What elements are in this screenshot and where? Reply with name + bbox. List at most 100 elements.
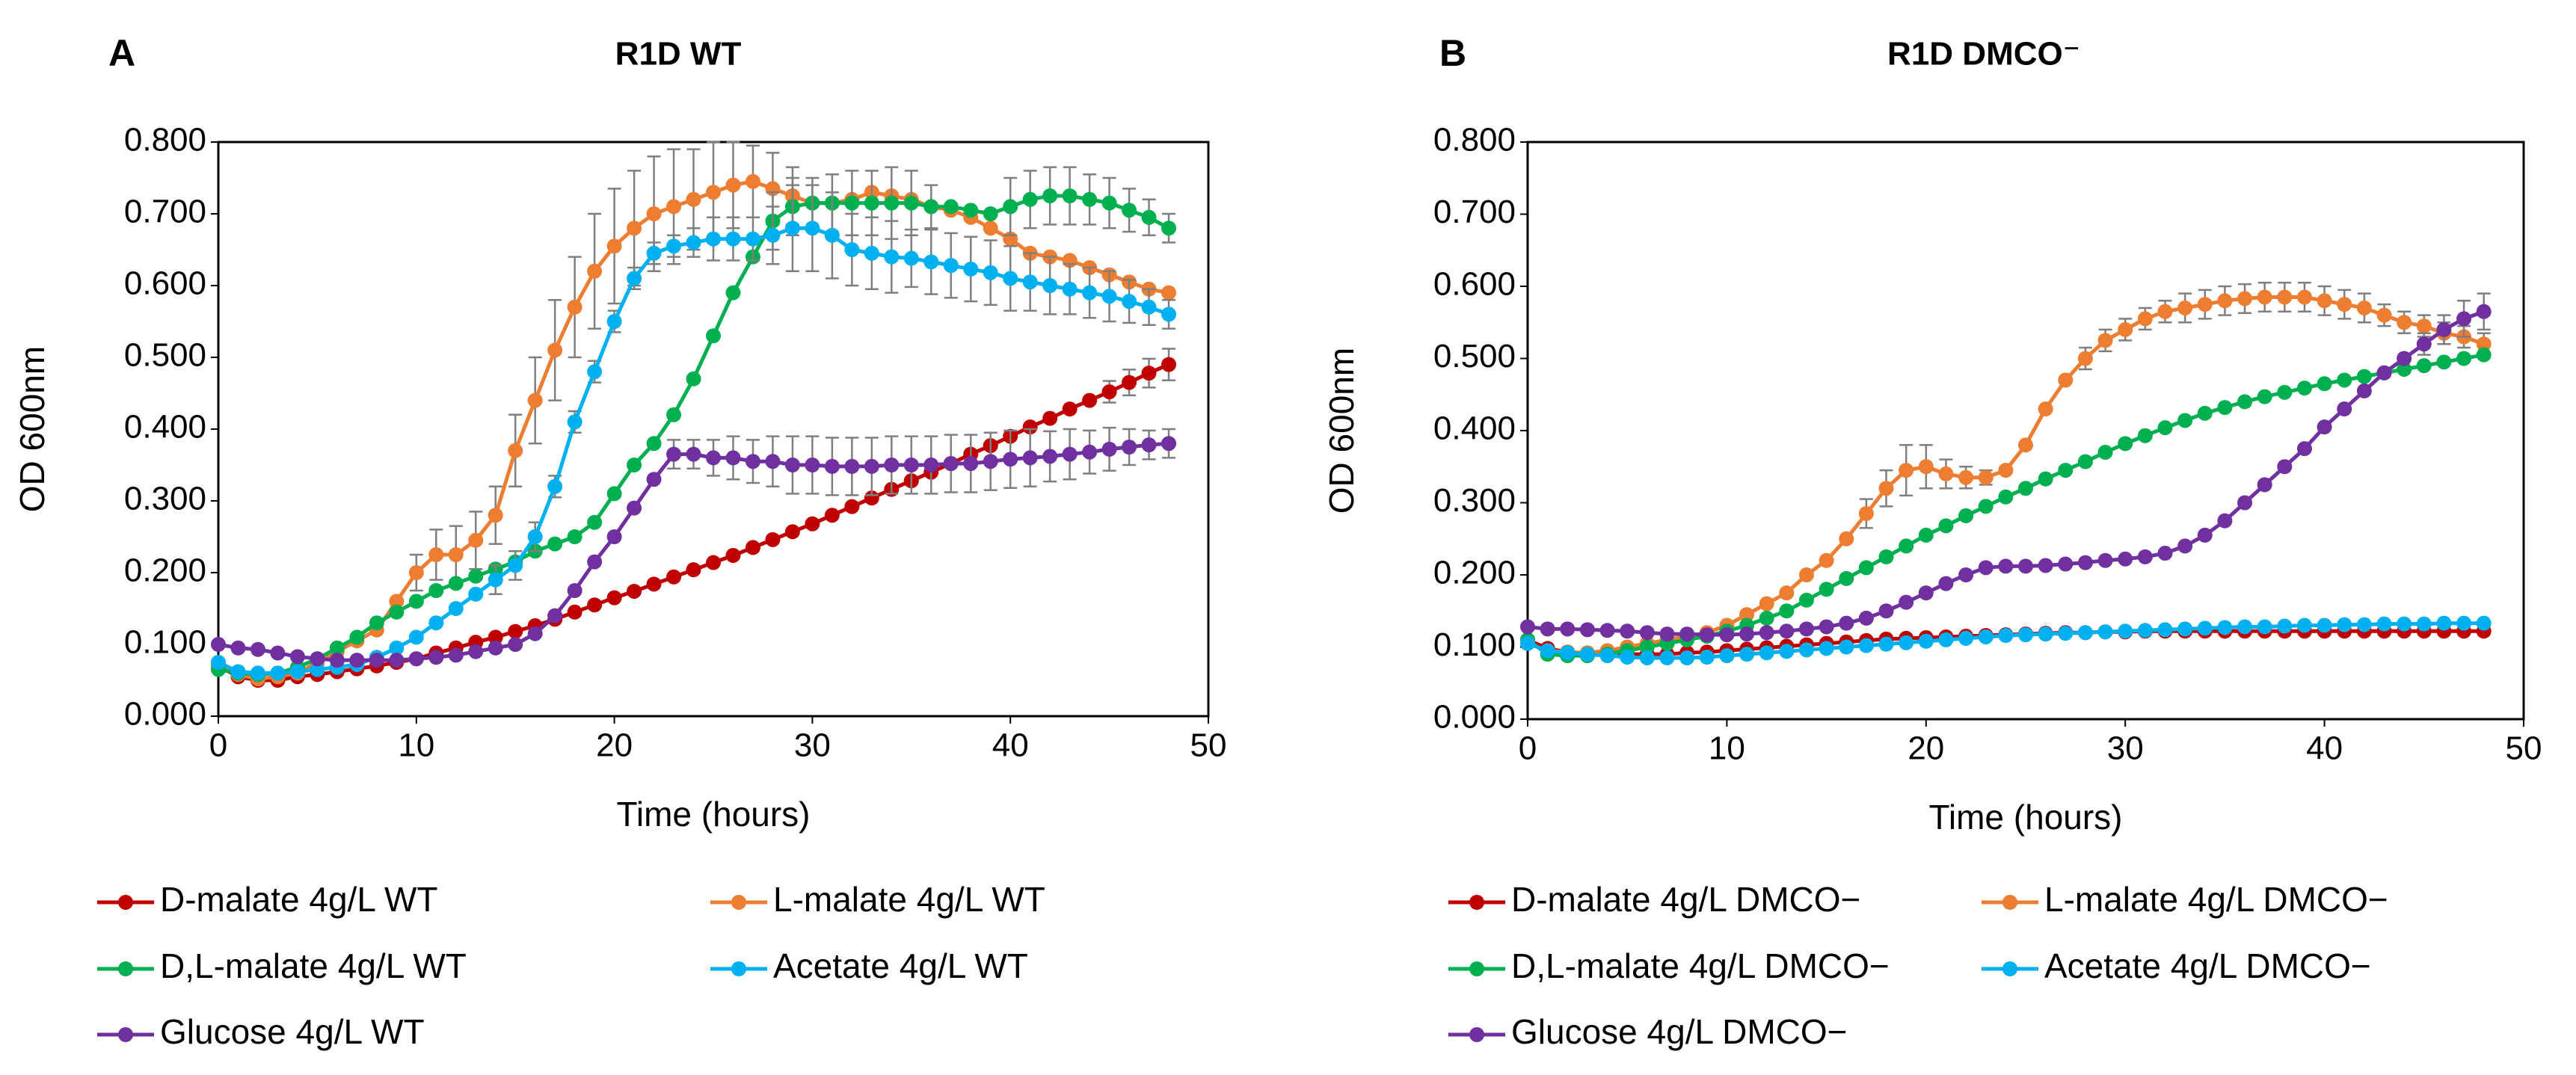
chart-title: R1D DMCO⁻ [1887, 36, 2080, 73]
data-point [1739, 607, 1755, 623]
data-point [349, 653, 365, 668]
data-point [1918, 459, 1934, 475]
data-point [1858, 638, 1874, 653]
data-point [1141, 366, 1157, 381]
y-tick-label: 0.700 [1433, 194, 1516, 230]
data-point [884, 458, 900, 472]
data-point [646, 206, 662, 221]
data-point [1819, 641, 1834, 656]
data-point [508, 623, 523, 639]
data-point [2118, 436, 2133, 452]
data-point [2317, 293, 2332, 309]
data-point [2157, 546, 2173, 561]
data-point [329, 640, 345, 656]
data-point [2277, 459, 2293, 475]
data-point [1122, 440, 1137, 455]
data-point [2356, 383, 2372, 398]
data-point [2296, 441, 2312, 457]
data-point [1878, 603, 1894, 619]
series-1 [211, 141, 1177, 687]
data-point [1798, 592, 1814, 608]
data-point [567, 529, 582, 544]
data-point [686, 371, 701, 386]
data-point [1878, 481, 1894, 496]
data-point [1042, 449, 1058, 464]
data-point [2137, 311, 2153, 327]
data-point [1819, 552, 1834, 568]
data-point [2356, 617, 2372, 632]
data-point [2217, 513, 2233, 529]
data-point [211, 655, 226, 670]
data-point [310, 662, 325, 677]
data-point [2376, 616, 2392, 632]
data-point [1938, 466, 1954, 481]
legend-item: D,L-malate 4g/L DMCO− [1448, 946, 1890, 985]
data-point [903, 458, 919, 472]
data-point [1798, 642, 1814, 658]
data-point [686, 191, 701, 207]
data-point [1679, 626, 1695, 642]
data-point [725, 231, 741, 247]
data-point [1122, 294, 1137, 309]
data-point [2018, 481, 2033, 496]
data-point [547, 342, 563, 358]
data-point [1620, 623, 1635, 639]
data-point [1899, 463, 1914, 478]
legend-item: L-malate 4g/L WT [710, 880, 1045, 919]
data-point [1938, 576, 1954, 591]
data-point [666, 407, 682, 422]
data-point [2257, 477, 2272, 493]
data-point [1579, 647, 1595, 662]
data-point [1101, 289, 1117, 304]
data-point [1141, 209, 1157, 225]
data-point [448, 601, 464, 616]
data-point [1998, 558, 2014, 574]
legend-label: Acetate 4g/L WT [773, 946, 1028, 985]
data-point [389, 640, 405, 656]
data-point [1918, 633, 1934, 649]
data-point [963, 456, 979, 472]
y-tick-label: 0.000 [1433, 699, 1516, 736]
data-point [2397, 351, 2412, 366]
data-point [527, 392, 543, 408]
data-point [2077, 351, 2093, 366]
data-point [2018, 558, 2033, 574]
data-point [963, 261, 979, 277]
data-point [2097, 444, 2113, 460]
legend-marker [2002, 895, 2017, 910]
legend-label: L-malate 4g/L WT [773, 880, 1045, 919]
series-line [218, 441, 1169, 662]
legend-item: Glucose 4g/L DMCO− [1448, 1012, 1848, 1051]
data-point [369, 615, 384, 631]
data-point [2436, 321, 2452, 337]
data-point [2277, 618, 2293, 634]
data-point [2237, 619, 2253, 635]
data-point [468, 644, 484, 659]
data-point [627, 458, 642, 472]
legend-item: L-malate 4g/L DMCO− [1982, 880, 2388, 919]
data-point [2058, 463, 2074, 478]
data-point [389, 653, 405, 668]
data-point [646, 472, 662, 487]
y-tick-label: 0.600 [1433, 266, 1516, 303]
data-point [250, 665, 265, 681]
data-point [1878, 549, 1894, 564]
legend-label: D,L-malate 4g/L WT [160, 946, 467, 985]
data-point [428, 650, 444, 665]
data-point [666, 199, 682, 215]
legend-label: L-malate 4g/L DMCO− [2044, 880, 2388, 919]
data-point [2097, 624, 2113, 640]
data-point [1759, 645, 1774, 661]
data-point [2476, 336, 2492, 352]
data-point [2317, 419, 2332, 435]
data-point [2337, 297, 2352, 312]
data-point [2257, 619, 2272, 635]
data-point [2118, 623, 2133, 639]
data-point [1161, 357, 1177, 372]
data-point [230, 640, 246, 656]
data-point [1022, 274, 1038, 290]
y-tick-label: 0.100 [124, 624, 206, 661]
data-point [567, 604, 582, 620]
data-point [2237, 291, 2253, 307]
